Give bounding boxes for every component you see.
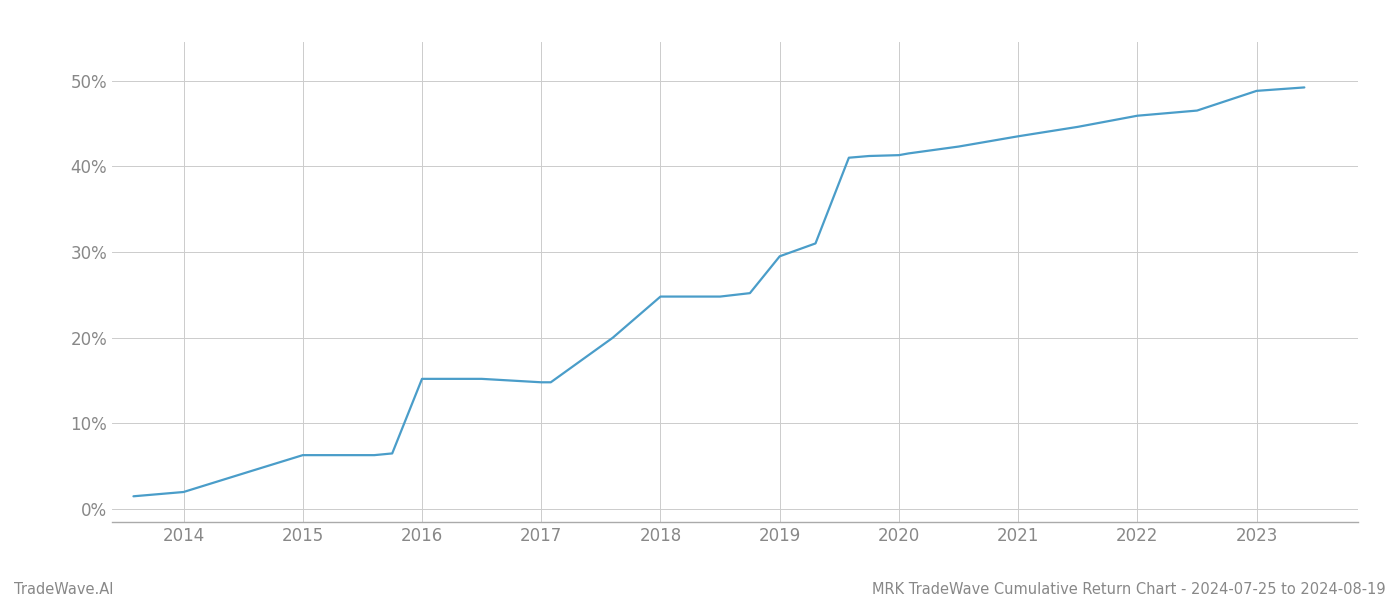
Text: MRK TradeWave Cumulative Return Chart - 2024-07-25 to 2024-08-19: MRK TradeWave Cumulative Return Chart - … bbox=[872, 582, 1386, 597]
Text: TradeWave.AI: TradeWave.AI bbox=[14, 582, 113, 597]
